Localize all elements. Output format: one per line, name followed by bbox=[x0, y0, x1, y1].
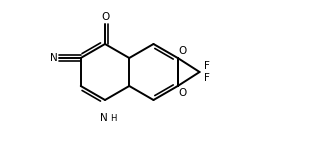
Text: N: N bbox=[100, 113, 108, 123]
Text: N: N bbox=[50, 53, 58, 63]
Text: O: O bbox=[179, 46, 187, 56]
Text: F: F bbox=[204, 61, 210, 71]
Text: O: O bbox=[179, 88, 187, 98]
Text: H: H bbox=[110, 114, 117, 123]
Text: F: F bbox=[204, 73, 210, 83]
Text: O: O bbox=[101, 12, 109, 22]
